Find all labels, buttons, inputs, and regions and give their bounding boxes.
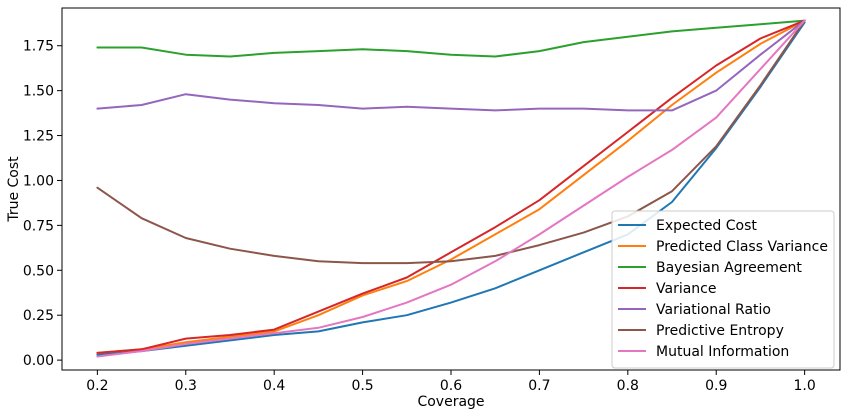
x-tick-label: 0.6: [440, 378, 462, 394]
y-tick-label: 0.75: [23, 218, 54, 234]
x-tick-label: 0.9: [705, 378, 727, 394]
series-line-4: [96, 19, 806, 112]
x-tick-label: 0.2: [86, 378, 108, 394]
legend-label-6: Mutual Information: [656, 344, 789, 360]
legend: Expected Cost Predicted Class Variance Bay…: [611, 210, 835, 369]
y-tick-label: 0.25: [23, 308, 54, 324]
series-line-0: [96, 21, 806, 356]
y-axis-label: True Cost: [6, 156, 22, 223]
series-line-2: [96, 19, 806, 58]
legend-label-5: Predictive Entropy: [656, 323, 784, 339]
y-tick-label: 1.75: [23, 39, 54, 55]
y-tick-label: 1.25: [23, 129, 54, 145]
y-tick-label: 1.00: [23, 173, 54, 189]
series-line-5: [96, 19, 806, 265]
series-line-6: [96, 19, 806, 358]
legend-label-4: Variational Ratio: [656, 302, 771, 318]
legend-label-1: Predicted Class Variance: [656, 239, 828, 255]
y-tick-label: 0.00: [23, 353, 54, 369]
legend-box: [611, 210, 835, 369]
x-tick-label: 0.4: [263, 378, 285, 394]
series-line-1: [96, 19, 806, 354]
y-tick-label: 0.50: [23, 263, 54, 279]
legend-label-3: Variance: [656, 281, 716, 297]
legend-label-2: Bayesian Agreement: [656, 260, 802, 276]
x-tick-label: 0.8: [617, 378, 639, 394]
legend-label-0: Expected Cost: [656, 218, 757, 234]
x-tick-label: 0.5: [351, 378, 373, 394]
x-axis-label: Coverage: [417, 394, 484, 410]
x-tick-label: 0.3: [175, 378, 197, 394]
x-tick-label: 1.0: [794, 378, 816, 394]
x-tick-label: 0.7: [528, 378, 550, 394]
y-axis-ticks: 0.00 0.25 0.50 0.75 1.00 1.25 1.50 1.75: [23, 39, 62, 369]
x-axis-ticks: 0.2 0.3 0.4 0.5 0.6 0.7 0.8 0.9 1.0: [86, 370, 816, 394]
y-tick-label: 1.50: [23, 84, 54, 100]
plot-lines: [96, 19, 806, 358]
series-line-3: [96, 19, 806, 354]
